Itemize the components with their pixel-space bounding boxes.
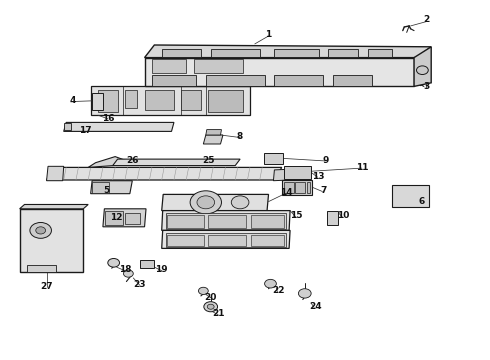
Text: 2: 2 xyxy=(423,15,429,24)
Text: 24: 24 xyxy=(309,302,321,311)
Bar xyxy=(140,260,154,268)
Bar xyxy=(206,75,265,86)
Bar xyxy=(105,211,122,225)
Polygon shape xyxy=(91,86,250,115)
Circle shape xyxy=(197,196,215,209)
Bar xyxy=(166,213,286,229)
Bar xyxy=(264,153,283,164)
Polygon shape xyxy=(145,45,431,58)
Text: 27: 27 xyxy=(40,282,53,291)
Text: 18: 18 xyxy=(119,266,131,274)
Text: 15: 15 xyxy=(290,211,303,220)
Polygon shape xyxy=(203,135,223,144)
Bar xyxy=(327,211,338,225)
Bar xyxy=(181,90,201,110)
Polygon shape xyxy=(92,93,103,110)
Bar xyxy=(125,90,137,108)
Polygon shape xyxy=(64,123,71,130)
Bar xyxy=(167,235,204,246)
Bar xyxy=(295,182,305,193)
Bar xyxy=(251,235,284,246)
Text: 1: 1 xyxy=(266,30,271,39)
Text: 21: 21 xyxy=(212,309,224,318)
Polygon shape xyxy=(414,47,431,86)
Circle shape xyxy=(30,222,51,238)
Text: 7: 7 xyxy=(320,186,327,195)
Circle shape xyxy=(265,279,276,288)
Bar xyxy=(145,90,174,110)
Bar xyxy=(98,90,118,112)
Text: 3: 3 xyxy=(423,82,429,91)
Text: 20: 20 xyxy=(204,292,217,302)
Bar xyxy=(194,59,243,73)
Circle shape xyxy=(198,287,208,294)
Text: 6: 6 xyxy=(418,197,424,206)
Text: 4: 4 xyxy=(69,96,76,105)
Polygon shape xyxy=(47,167,282,180)
Text: 26: 26 xyxy=(126,156,139,165)
Text: 23: 23 xyxy=(133,280,146,289)
Text: 17: 17 xyxy=(79,126,92,135)
Text: 8: 8 xyxy=(237,132,243,141)
Text: 10: 10 xyxy=(337,211,349,220)
Circle shape xyxy=(204,302,218,312)
Circle shape xyxy=(207,304,214,309)
Bar xyxy=(152,59,186,73)
Bar xyxy=(208,215,246,228)
Bar xyxy=(92,182,109,193)
Text: 12: 12 xyxy=(110,212,123,221)
Polygon shape xyxy=(162,211,290,230)
Polygon shape xyxy=(113,159,240,166)
Bar xyxy=(368,49,392,57)
Bar xyxy=(211,49,260,57)
Text: 22: 22 xyxy=(272,287,285,295)
Circle shape xyxy=(231,196,249,209)
Bar xyxy=(125,213,140,224)
Bar xyxy=(392,185,429,207)
Bar xyxy=(162,49,201,57)
Bar xyxy=(328,49,358,57)
Polygon shape xyxy=(206,130,221,135)
Bar xyxy=(307,182,310,193)
Text: 25: 25 xyxy=(202,156,215,165)
Polygon shape xyxy=(103,209,146,227)
Circle shape xyxy=(123,270,133,277)
Text: 9: 9 xyxy=(322,156,329,165)
Bar xyxy=(20,209,83,272)
Polygon shape xyxy=(88,157,125,167)
Circle shape xyxy=(190,191,221,214)
Bar xyxy=(274,49,318,57)
Circle shape xyxy=(416,66,428,75)
Text: 14: 14 xyxy=(280,188,293,197)
Polygon shape xyxy=(20,204,88,209)
Bar xyxy=(251,215,284,228)
Bar xyxy=(333,75,372,86)
Bar xyxy=(27,265,56,272)
Circle shape xyxy=(298,289,311,298)
Polygon shape xyxy=(162,194,269,211)
Bar xyxy=(282,180,312,195)
Text: 11: 11 xyxy=(356,163,369,172)
Circle shape xyxy=(36,227,46,234)
Circle shape xyxy=(108,258,120,267)
Polygon shape xyxy=(64,122,174,131)
Bar xyxy=(152,75,196,86)
Text: 19: 19 xyxy=(155,266,168,274)
Bar xyxy=(167,215,204,228)
Polygon shape xyxy=(162,230,290,248)
Bar xyxy=(208,235,246,246)
Polygon shape xyxy=(273,169,290,181)
Text: 5: 5 xyxy=(104,186,110,195)
Bar xyxy=(284,182,294,193)
Bar xyxy=(284,166,311,179)
Bar xyxy=(274,75,323,86)
Bar xyxy=(166,233,286,247)
Text: 16: 16 xyxy=(101,113,114,122)
Bar xyxy=(291,167,309,176)
Polygon shape xyxy=(145,58,414,86)
Text: 13: 13 xyxy=(312,172,325,181)
Bar xyxy=(208,90,243,112)
Polygon shape xyxy=(47,166,64,181)
Polygon shape xyxy=(91,181,132,194)
